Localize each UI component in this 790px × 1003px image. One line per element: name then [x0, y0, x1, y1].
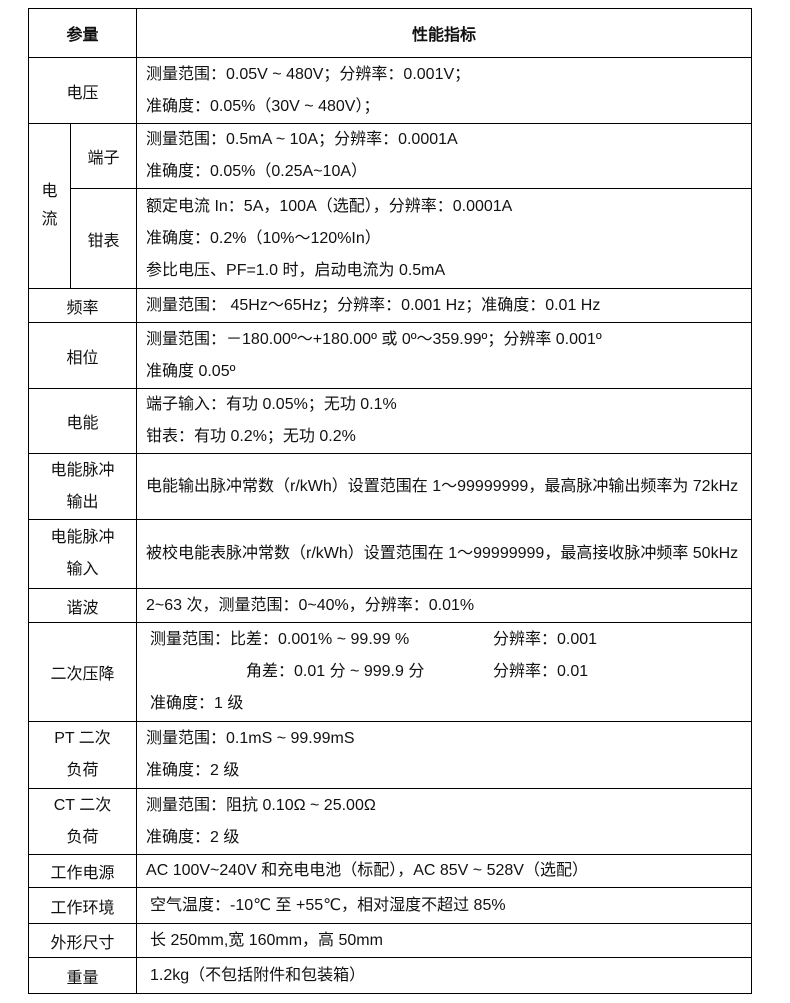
spec-line: 准确度：2 级	[146, 828, 240, 846]
spec-line: 测量范围：0.1mS ~ 99.99mS	[146, 730, 355, 747]
spec-cell: 被校电能表脉冲常数（r/kWh）设置范围在 1～99999999，最高接收脉冲频…	[136, 519, 752, 589]
spec-line: 2~63 次，测量范围：0~40%，分辨率：0.01%	[146, 596, 475, 614]
param-label: CT 二次 负荷	[27, 788, 138, 855]
spec-line: 测量范围：阻抗 0.10Ω ~ 25.00Ω	[146, 796, 376, 814]
spec-line: 准确度：0.05%（30V ~ 480V）；	[146, 97, 380, 115]
spec-line: 测量范围：－180.00º～+180.00º 或 0º～359.99º；分辨率 …	[146, 330, 602, 348]
param-label: 电能脉冲 输入	[27, 519, 138, 589]
spec-cell: 长 250mm,宽 160mm，高 50mm	[136, 923, 752, 958]
spec-line: 测量范围： 45Hz～65Hz；分辨率：0.001 Hz；准确度：0.01 Hz	[146, 296, 601, 314]
param-label: PT 二次 负荷	[27, 721, 138, 789]
param-label: 谐波	[27, 588, 138, 623]
table-row: 二次压降 测量范围：比差：0.001% ~ 99.99 % 分辨率：0.001 角…	[27, 622, 752, 722]
spec-line: AC 100V~240V 和充电电池（标配），AC 85V ~ 528V（选配）	[146, 862, 588, 879]
table-row: 电流 端子 测量范围：0.5mA ~ 10A；分辨率：0.0001A 准确度：0…	[28, 123, 752, 289]
spec-text: 被校电能表脉冲常数（r/kWh）设置范围在 1～99999999，最高接收脉冲频…	[146, 545, 739, 562]
param-label: 电能脉冲 输出	[27, 453, 138, 520]
spec-text: 分辨率：0.01	[493, 663, 589, 680]
table-row: 工作电源 AC 100V~240V 和充电电池（标配），AC 85V ~ 528…	[27, 854, 752, 888]
spec-cell: 测量范围：0.1mS ~ 99.99mS 准确度：2 级	[136, 721, 752, 789]
spec-line: 空气温度：-10℃ 至 +55℃，相对湿度不超过 85%	[150, 896, 506, 914]
table-row: 外形尺寸 长 250mm,宽 160mm，高 50mm	[27, 923, 752, 958]
param-label: 工作电源	[27, 854, 138, 888]
spec-cell: 端子输入：有功 0.05%；无功 0.1% 钳表：有功 0.2%；无功 0.2%	[136, 388, 752, 454]
spec-text: 分辨率：0.001	[493, 631, 598, 648]
spec-cell: 测量范围：0.05V ~ 480V；分辨率：0.001V； 准确度：0.05%（…	[136, 57, 752, 124]
param-label: 重量	[27, 957, 138, 994]
spec-table: 参量 性能指标 电压 测量范围：0.05V ~ 480V；分辨率：0.001V；…	[27, 8, 752, 994]
spec-cell: 测量范围：0.5mA ~ 10A；分辨率：0.0001A 准确度：0.05%（0…	[136, 123, 752, 189]
spec-line: 准确度：0.2%（10%～120%In）	[146, 229, 381, 247]
param-label: 电流	[28, 123, 71, 289]
header-spec: 性能指标	[136, 8, 752, 58]
table-row: 相位 测量范围：－180.00º～+180.00º 或 0º～359.99º；分…	[27, 322, 752, 389]
spec-line: 准确度：2 级	[146, 762, 240, 779]
spec-cell: 2~63 次，测量范围：0~40%，分辨率：0.01%	[136, 588, 752, 623]
param-label: 工作环境	[27, 887, 138, 924]
spec-cell: 测量范围：比差：0.001% ~ 99.99 % 分辨率：0.001 角差：0.0…	[136, 622, 752, 722]
spec-line: 钳表：有功 0.2%；无功 0.2%	[146, 428, 356, 445]
table-row: PT 二次 负荷 测量范围：0.1mS ~ 99.99mS 准确度：2 级	[27, 721, 752, 789]
table-row: 电能脉冲 输入 被校电能表脉冲常数（r/kWh）设置范围在 1～99999999，…	[27, 519, 752, 589]
spec-line: 1.2kg（不包括附件和包装箱）	[150, 966, 366, 984]
param-label: 二次压降	[27, 622, 138, 722]
sub-param-label: 钳表	[69, 188, 138, 289]
spec-cell: 电能输出脉冲常数（r/kWh）设置范围在 1～99999999，最高脉冲输出频率…	[136, 453, 752, 520]
param-label: 外形尺寸	[27, 923, 138, 958]
param-label: 频率	[27, 288, 138, 323]
param-label: 电压	[27, 57, 138, 124]
spec-cell: 测量范围：－180.00º～+180.00º 或 0º～359.99º；分辨率 …	[136, 322, 752, 389]
spec-cell: 测量范围：阻抗 0.10Ω ~ 25.00Ω 准确度：2 级	[136, 788, 752, 855]
spec-cell: 额定电流 In：5A，100A（选配），分辨率：0.0001A 准确度：0.2%…	[136, 188, 752, 289]
table-row: 电能 端子输入：有功 0.05%；无功 0.1% 钳表：有功 0.2%；无功 0…	[27, 388, 752, 454]
spec-text: 角差：0.01 分 ~ 999.9 分	[246, 663, 425, 680]
spec-line: 参比电压、PF=1.0 时，启动电流为 0.5mA	[146, 261, 446, 279]
table-row: 电压 测量范围：0.05V ~ 480V；分辨率：0.001V； 准确度：0.0…	[27, 57, 752, 124]
spec-cell: 测量范围： 45Hz～65Hz；分辨率：0.001 Hz；准确度：0.01 Hz	[136, 288, 752, 323]
spec-cell: AC 100V~240V 和充电电池（标配），AC 85V ~ 528V（选配）	[136, 854, 752, 888]
param-label: 电能	[27, 388, 138, 454]
table-row: 重量 1.2kg（不包括附件和包装箱）	[27, 957, 752, 994]
spec-line: 端子输入：有功 0.05%；无功 0.1%	[146, 396, 397, 413]
table-row: 频率 测量范围： 45Hz～65Hz；分辨率：0.001 Hz；准确度：0.01…	[27, 288, 752, 323]
spec-text: 电能输出脉冲常数（r/kWh）设置范围在 1～99999999，最高脉冲输出频率…	[146, 477, 739, 495]
table-row: CT 二次 负荷 测量范围：阻抗 0.10Ω ~ 25.00Ω 准确度：2 级	[27, 788, 752, 855]
table-row: 工作环境 空气温度：-10℃ 至 +55℃，相对湿度不超过 85%	[27, 887, 752, 924]
table-row: 谐波 2~63 次，测量范围：0~40%，分辨率：0.01%	[27, 588, 752, 623]
spec-line: 长 250mm,宽 160mm，高 50mm	[150, 931, 383, 949]
spec-line: 准确度：1 级	[150, 695, 244, 712]
sub-param-label: 端子	[69, 123, 138, 189]
spec-line: 准确度 0.05º	[146, 362, 236, 380]
table-row: 钳表 额定电流 In：5A，100A（选配），分辨率：0.0001A 准确度：0…	[29, 188, 752, 289]
header-param: 参量	[27, 8, 138, 58]
header-row: 参量 性能指标	[27, 8, 752, 58]
spec-line: 准确度：0.05%（0.25A~10A）	[146, 163, 368, 180]
spec-line: 额定电流 In：5A，100A（选配），分辨率：0.0001A	[146, 197, 513, 215]
param-label: 相位	[27, 322, 138, 389]
spec-cell: 1.2kg（不包括附件和包装箱）	[136, 957, 752, 994]
spec-text: 测量范围：比差：0.001% ~ 99.99 %	[150, 631, 410, 648]
spec-line: 测量范围：0.5mA ~ 10A；分辨率：0.0001A	[146, 131, 458, 148]
spec-line: 测量范围：0.05V ~ 480V；分辨率：0.001V；	[146, 65, 471, 83]
table-row: 电能脉冲 输出 电能输出脉冲常数（r/kWh）设置范围在 1～99999999，最…	[27, 453, 752, 520]
spec-cell: 空气温度：-10℃ 至 +55℃，相对湿度不超过 85%	[136, 887, 752, 924]
